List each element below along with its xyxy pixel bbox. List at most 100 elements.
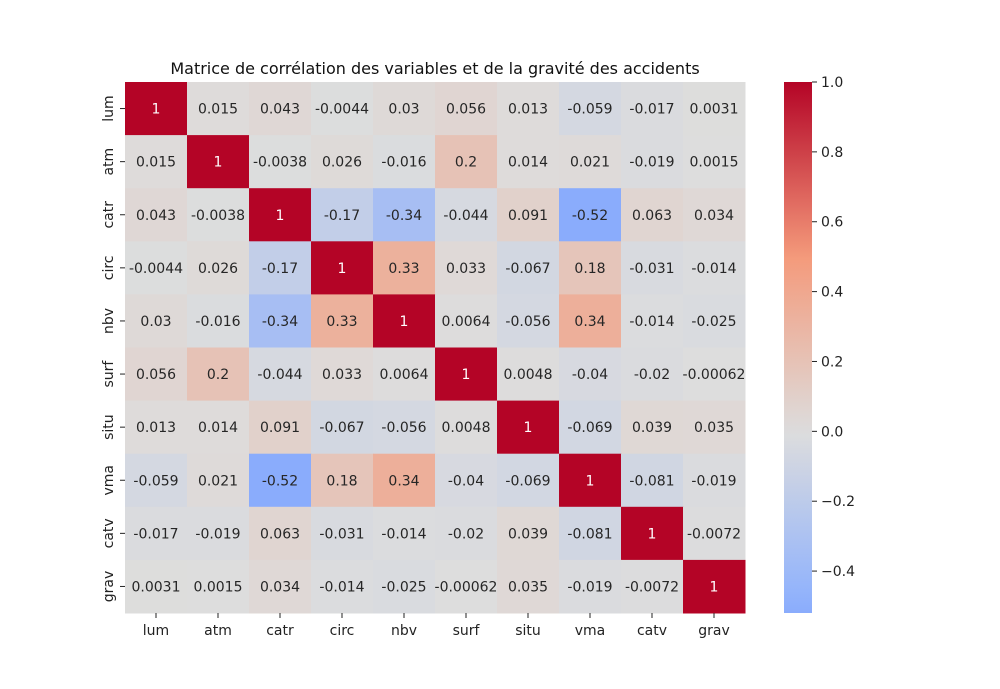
heatmap-cell xyxy=(373,135,436,189)
cell-value-label: -0.067 xyxy=(319,420,364,436)
cell-value-label: -0.081 xyxy=(567,526,612,542)
heatmap-cell xyxy=(311,294,374,348)
x-axis-tick-labels: lum atm catr circ nbv surf situ vma catv grav xyxy=(143,613,730,639)
y-tick-label: catv xyxy=(101,518,117,548)
cell-value-label: 0.033 xyxy=(322,367,362,383)
cell-value-label: 0.039 xyxy=(508,526,548,542)
heatmap-cell xyxy=(249,135,312,189)
heatmap-cell xyxy=(249,188,312,242)
heatmap-cell xyxy=(125,188,188,242)
cell-value-label: 0.015 xyxy=(198,102,238,118)
heatmap-cell xyxy=(249,559,312,614)
cell-value-label: 1 xyxy=(400,314,409,330)
cell-value-label: 0.0031 xyxy=(690,102,739,118)
chart-title: Matrice de corrélation des variables et … xyxy=(170,59,699,78)
cell-value-label: -0.0072 xyxy=(687,526,741,542)
cell-value-label: 1 xyxy=(338,261,347,277)
heatmap-cells xyxy=(125,82,746,614)
heatmap-cell xyxy=(187,506,250,561)
colorbar-tick-label: −0.2 xyxy=(821,494,855,510)
cell-value-label: 0.013 xyxy=(136,420,176,436)
colorbar-tick-label: 0.0 xyxy=(821,424,843,440)
heatmap-cell xyxy=(187,559,250,614)
heatmap-cell xyxy=(497,188,560,242)
cell-value-label: 0.03 xyxy=(388,102,419,118)
heatmap-cell xyxy=(311,559,374,614)
cell-value-label: 0.021 xyxy=(198,473,238,489)
heatmap-cell xyxy=(683,241,746,295)
cell-value-label: 0.0031 xyxy=(132,579,181,595)
heatmap-cell xyxy=(187,135,250,189)
cell-value-label: -0.067 xyxy=(505,261,550,277)
cell-value-label: -0.069 xyxy=(505,473,550,489)
heatmap-cell xyxy=(621,294,684,348)
heatmap-cell xyxy=(683,559,746,614)
cell-value-label: -0.056 xyxy=(505,314,550,330)
heatmap-cell xyxy=(497,347,560,402)
cell-value-label: 1 xyxy=(214,155,223,171)
cell-value-label: -0.019 xyxy=(691,473,736,489)
heatmap-cell xyxy=(559,82,622,136)
y-tick-label: surf xyxy=(101,360,117,388)
cell-value-label: 0.0015 xyxy=(690,155,739,171)
cell-value-label: -0.044 xyxy=(257,367,302,383)
cell-value-label: -0.014 xyxy=(629,314,674,330)
heatmap-cell xyxy=(373,400,436,455)
x-tick-label: vma xyxy=(575,623,606,639)
cell-value-label: 0.039 xyxy=(632,420,672,436)
heatmap-cell xyxy=(559,294,622,348)
heatmap-cell xyxy=(311,453,374,508)
heatmap-cell xyxy=(683,506,746,561)
cell-value-label: 0.056 xyxy=(446,102,486,118)
heatmap-cell xyxy=(435,82,498,136)
cell-value-label: 1 xyxy=(462,367,471,383)
heatmap-cell xyxy=(187,188,250,242)
cell-value-label: -0.17 xyxy=(262,261,298,277)
heatmap-cell xyxy=(373,241,436,295)
heatmap-cell xyxy=(497,506,560,561)
cell-value-label: 1 xyxy=(648,526,657,542)
cell-value-label: -0.0044 xyxy=(315,102,369,118)
heatmap-cell xyxy=(683,453,746,508)
heatmap-cell xyxy=(435,294,498,348)
heatmap-cell xyxy=(559,188,622,242)
cell-value-label: -0.04 xyxy=(572,367,608,383)
heatmap-cell xyxy=(683,135,746,189)
cell-value-label: 0.0015 xyxy=(194,579,243,595)
cell-value-label: 0.035 xyxy=(694,420,734,436)
heatmap-cell xyxy=(621,506,684,561)
colorbar-tick-label: 0.4 xyxy=(821,285,843,301)
cell-value-label: -0.00062 xyxy=(435,579,498,595)
cell-value-label: 0.33 xyxy=(388,261,419,277)
x-tick-label: lum xyxy=(143,623,169,639)
cell-value-label: -0.044 xyxy=(443,208,488,224)
cell-value-label: 0.2 xyxy=(207,367,229,383)
heatmap-cell xyxy=(559,347,622,402)
cell-value-label: -0.0072 xyxy=(625,579,679,595)
heatmap-cell xyxy=(497,559,560,614)
heatmap-cell xyxy=(435,347,498,402)
heatmap-cell xyxy=(373,559,436,614)
cell-value-label: 0.035 xyxy=(508,579,548,595)
heatmap-cell xyxy=(373,347,436,402)
heatmap-cell xyxy=(187,294,250,348)
cell-value-label: 1 xyxy=(524,420,533,436)
heatmap-cell xyxy=(683,294,746,348)
heatmap-cell xyxy=(187,82,250,136)
cell-value-label: -0.059 xyxy=(567,102,612,118)
cell-value-label: -0.00062 xyxy=(683,367,746,383)
heatmap-cell xyxy=(621,347,684,402)
heatmap-cell xyxy=(621,135,684,189)
heatmap-cell xyxy=(311,135,374,189)
heatmap-cell xyxy=(435,506,498,561)
cell-value-label: 0.0064 xyxy=(442,314,491,330)
cell-value-label: -0.017 xyxy=(629,102,674,118)
y-tick-label: nbv xyxy=(101,308,117,334)
cell-value-label: -0.34 xyxy=(262,314,298,330)
x-tick-label: surf xyxy=(453,623,481,639)
cell-value-label: 0.056 xyxy=(136,367,176,383)
cell-value-label: -0.019 xyxy=(629,155,674,171)
heatmap-cell xyxy=(683,400,746,455)
x-tick-label: circ xyxy=(330,623,355,639)
cell-value-label: 0.2 xyxy=(455,155,477,171)
